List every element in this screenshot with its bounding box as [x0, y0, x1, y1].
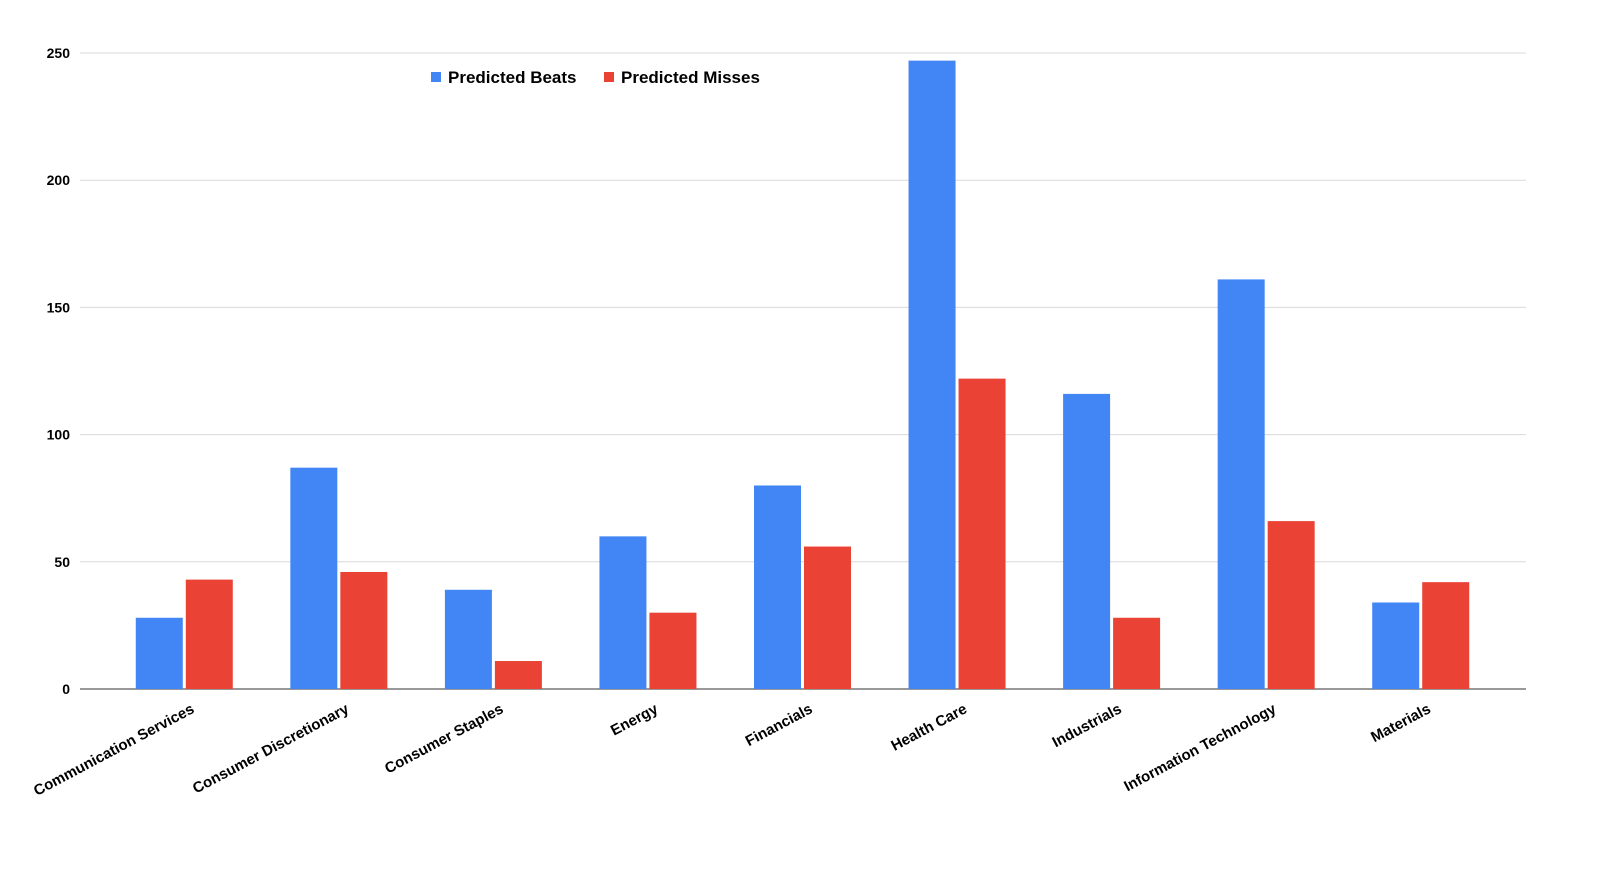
x-tick-label: Industrials	[1050, 701, 1125, 752]
legend-swatch-predicted-beats	[431, 72, 441, 82]
x-tick-label: Health Care	[888, 701, 970, 755]
bar-predicted-beats	[290, 467, 338, 689]
y-tick-label: 50	[54, 554, 70, 570]
y-axis-ticks: 0 50 100 150 200 250	[47, 45, 71, 697]
x-tick-label: Communication Services	[31, 701, 197, 800]
bar-predicted-misses	[185, 579, 233, 689]
bar-predicted-misses	[649, 612, 697, 689]
bar-predicted-beats	[599, 536, 647, 689]
legend-label-predicted-misses: Predicted Misses	[621, 68, 760, 87]
bar-predicted-misses	[1267, 521, 1315, 689]
bar-predicted-misses	[494, 661, 542, 689]
y-tick-label: 0	[62, 681, 70, 697]
bar-predicted-misses	[1113, 617, 1161, 689]
x-tick-label: Energy	[608, 700, 661, 739]
legend: Predicted Beats Predicted Misses	[431, 68, 760, 87]
x-tick-label: Materials	[1368, 701, 1433, 747]
bar-predicted-misses	[958, 378, 1006, 689]
bar-predicted-beats	[754, 485, 801, 689]
bar-predicted-misses	[1422, 582, 1470, 689]
y-tick-label: 150	[47, 299, 71, 315]
y-tick-label: 100	[47, 427, 71, 443]
y-tick-label: 200	[47, 172, 71, 188]
y-tick-label: 250	[47, 45, 71, 61]
x-tick-label: Consumer Staples	[382, 701, 506, 778]
bar-predicted-beats	[1063, 393, 1111, 689]
legend-label-predicted-beats: Predicted Beats	[448, 68, 577, 87]
bar-predicted-beats	[1217, 279, 1265, 689]
bars	[135, 60, 1470, 689]
bar-predicted-beats	[444, 589, 492, 689]
bar-predicted-beats	[1372, 602, 1420, 689]
bar-predicted-beats	[908, 60, 956, 689]
x-tick-label: Financials	[743, 701, 816, 750]
x-tick-label: Information Technology	[1121, 700, 1279, 795]
bar-predicted-misses	[340, 571, 388, 689]
bar-predicted-beats	[135, 617, 183, 689]
legend-swatch-predicted-misses	[604, 72, 614, 82]
x-tick-label: Consumer Discretionary	[190, 700, 352, 797]
bar-predicted-misses	[804, 546, 851, 689]
